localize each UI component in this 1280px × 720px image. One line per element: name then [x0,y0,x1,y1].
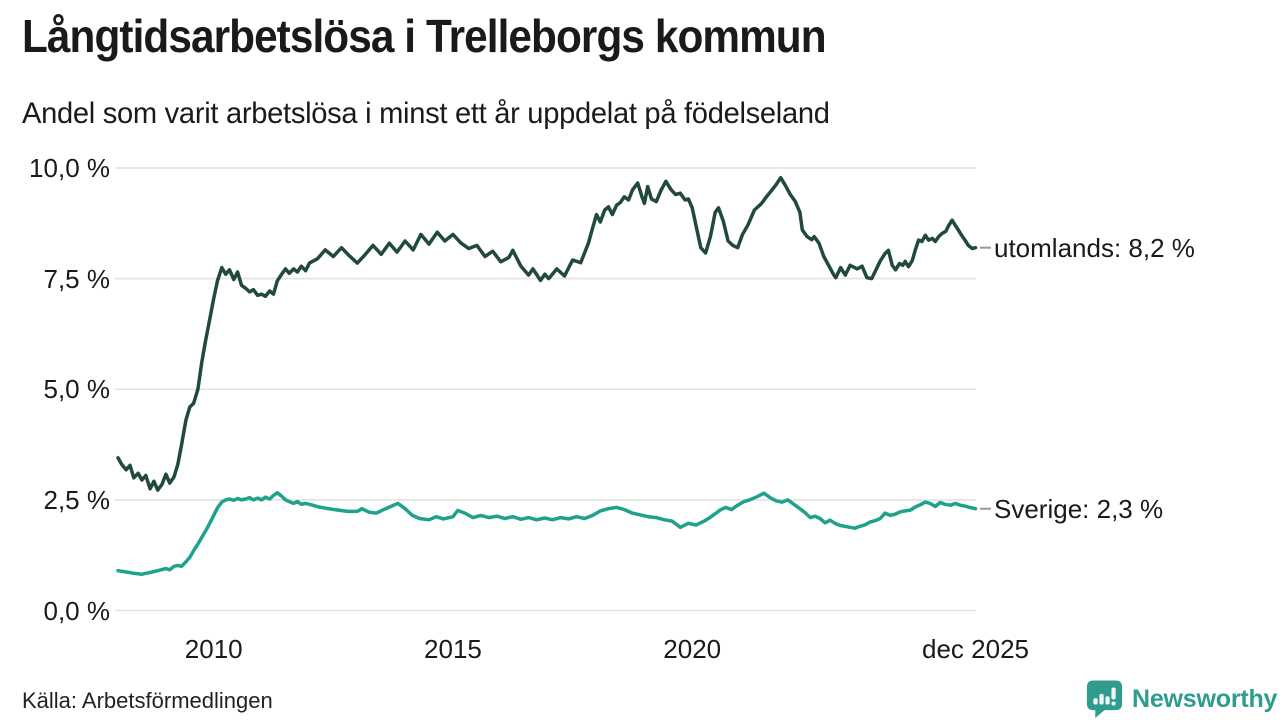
series-line-utomlands [116,175,978,492]
y-tick-label: 7,5 % [43,263,111,294]
newsworthy-logo-text: Newsworthy [1132,684,1278,713]
x-tick-label: 2010 [184,634,243,664]
newsworthy-logo-icon [1086,680,1123,718]
x-tick-label: dec 2025 [922,634,1029,664]
series-label-utomlands: utomlands: 8,2 % [994,232,1195,263]
y-tick-label: 2,5 % [43,484,111,515]
chart-title: Långtidsarbetslösa i Trelleborgs kommun [22,10,827,62]
x-tick-label: 2015 [424,634,482,664]
series-label-sverige: Sverige: 2,3 % [994,493,1164,524]
newsworthy-logo: Newsworthy [1086,679,1277,719]
chart-subtitle: Andel som varit arbetslösa i minst ett å… [22,97,830,130]
y-tick-label: 0,0 % [43,595,111,626]
y-tick-label: 10,0 % [29,153,110,183]
x-tick-label: 2020 [663,634,722,664]
source-label: Källa: Arbetsförmedlingen [22,688,273,713]
y-tick-label: 5,0 % [43,374,111,405]
series-line-Sverige [116,491,978,576]
